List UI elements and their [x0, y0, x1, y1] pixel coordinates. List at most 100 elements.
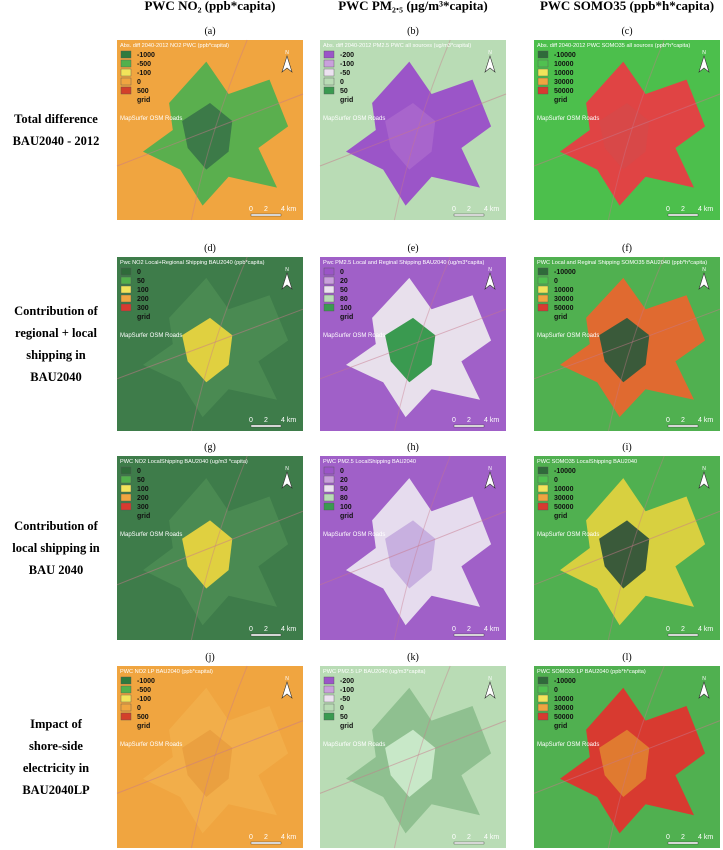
scale-label: 4 km	[484, 626, 499, 633]
legend-label: 80	[340, 495, 348, 502]
legend-swatch	[323, 294, 335, 303]
scale-label: 2	[467, 626, 471, 633]
legend-swatch	[537, 285, 549, 294]
legend-swatch	[120, 50, 132, 59]
legend-label: 50000	[554, 714, 574, 721]
scale-label: 0	[249, 626, 253, 633]
map-panel: PWC PM2.5 LocalShipping BAU2040020508010…	[319, 455, 507, 641]
row-label: local shipping in	[12, 541, 100, 555]
legend-swatch	[537, 493, 549, 502]
road	[116, 510, 304, 586]
map-panel: PWC PM2.5 LP BAU2040 (ug/m3*capita) -200 -…	[319, 665, 507, 849]
north-label: N	[702, 676, 706, 682]
legend-label: grid	[554, 97, 567, 104]
scale-label: 4 km	[484, 834, 499, 841]
north-label: N	[488, 676, 492, 682]
road	[319, 720, 507, 794]
legend-title: Pwc PM2.5 Local and Reginal Shipping BAU…	[323, 260, 485, 266]
legend-label: -1000	[137, 678, 155, 685]
legend-swatch	[537, 694, 549, 703]
map-panel: Abs. diff 2040-2012 NO2 PWC (ppb*capital…	[116, 39, 304, 221]
scale-label: 0	[666, 417, 670, 424]
legend-label: -500	[137, 687, 151, 694]
north-label: N	[702, 466, 706, 472]
legend-label: 10000	[554, 696, 574, 703]
panel-letter: (k)	[407, 652, 419, 663]
legend-label: 0	[340, 705, 344, 712]
legend-swatch	[537, 475, 549, 484]
basemap-label: MapSurfer OSM Roads	[120, 532, 182, 538]
panel-letter: (l)	[622, 652, 631, 663]
road	[190, 455, 248, 641]
road	[319, 93, 507, 167]
legend-swatch	[323, 466, 335, 475]
legend-swatch	[120, 502, 132, 511]
road	[393, 665, 451, 849]
map-core	[599, 729, 650, 797]
legend-label: 0	[137, 269, 141, 276]
panel-letter: (d)	[204, 243, 216, 254]
legend-swatch	[120, 466, 132, 475]
row-label: shipping in	[26, 348, 85, 362]
row-label: BAU2040 - 2012	[13, 134, 100, 148]
legend-label: grid	[554, 723, 567, 730]
legend-label: 0	[340, 468, 344, 475]
legend-label: 500	[137, 714, 149, 721]
legend-swatch	[323, 77, 335, 86]
legend-swatch	[120, 77, 132, 86]
basemap-label: MapSurfer OSM Roads	[537, 333, 599, 339]
north-label: N	[488, 267, 492, 273]
north-label: N	[285, 50, 289, 56]
road	[607, 39, 665, 221]
basemap-label: MapSurfer OSM Roads	[323, 532, 385, 538]
basemap-label: MapSurfer OSM Roads	[537, 742, 599, 748]
legend-swatch	[323, 285, 335, 294]
legend-label: grid	[137, 723, 150, 730]
map-core	[599, 520, 650, 589]
road	[190, 256, 248, 432]
legend-swatch	[537, 50, 549, 59]
legend-swatch	[120, 59, 132, 68]
legend-swatch	[120, 276, 132, 285]
legend-label: 30000	[554, 79, 574, 86]
legend-label: 50000	[554, 305, 574, 312]
legend-label: -10000	[554, 678, 576, 685]
legend-label: 0	[137, 468, 141, 475]
scale-label: 2	[264, 206, 268, 213]
scale-label: 4 km	[281, 626, 296, 633]
basemap-label: MapSurfer OSM Roads	[537, 116, 599, 122]
legend-label: 80	[340, 296, 348, 303]
legend-swatch	[537, 685, 549, 694]
legend-swatch	[323, 86, 335, 95]
legend-swatch	[323, 694, 335, 703]
legend-label: 50000	[554, 88, 574, 95]
map-core	[599, 317, 650, 383]
legend-label: 10000	[554, 287, 574, 294]
legend-label: 30000	[554, 495, 574, 502]
legend-label: grid	[340, 513, 353, 520]
legend-label: grid	[137, 513, 150, 520]
legend-label: grid	[340, 314, 353, 321]
scale-label: 4 km	[698, 626, 713, 633]
scale-label: 2	[681, 626, 685, 633]
map-panel: PWC SOMO35 LocalShipping BAU2040 -10000 0 1…	[533, 455, 721, 641]
column-header: PWC NO₂ (ppb*capita)	[144, 0, 275, 13]
map-core	[385, 317, 436, 383]
legend-swatch	[323, 267, 335, 276]
legend-title: PWC PM2.5 LocalShipping BAU2040	[323, 459, 416, 465]
legend-label: -100	[137, 70, 151, 77]
map-panel: PWC NO2 LocalShipping BAU2040 (ug/m3 *ca…	[116, 455, 304, 641]
legend-label: 10000	[554, 486, 574, 493]
basemap-label: MapSurfer OSM Roads	[323, 333, 385, 339]
road	[533, 93, 721, 167]
north-arrow	[484, 271, 496, 290]
map-panel: Pwc PM2.5 Local and Reginal Shipping BAU…	[319, 256, 507, 432]
scale-bar	[453, 424, 485, 428]
scale-label: 2	[467, 417, 471, 424]
north-label: N	[285, 466, 289, 472]
legend-swatch	[323, 50, 335, 59]
legend-label: 200	[137, 296, 149, 303]
legend-swatch	[120, 712, 132, 721]
legend-label: grid	[554, 314, 567, 321]
legend-swatch	[120, 694, 132, 703]
